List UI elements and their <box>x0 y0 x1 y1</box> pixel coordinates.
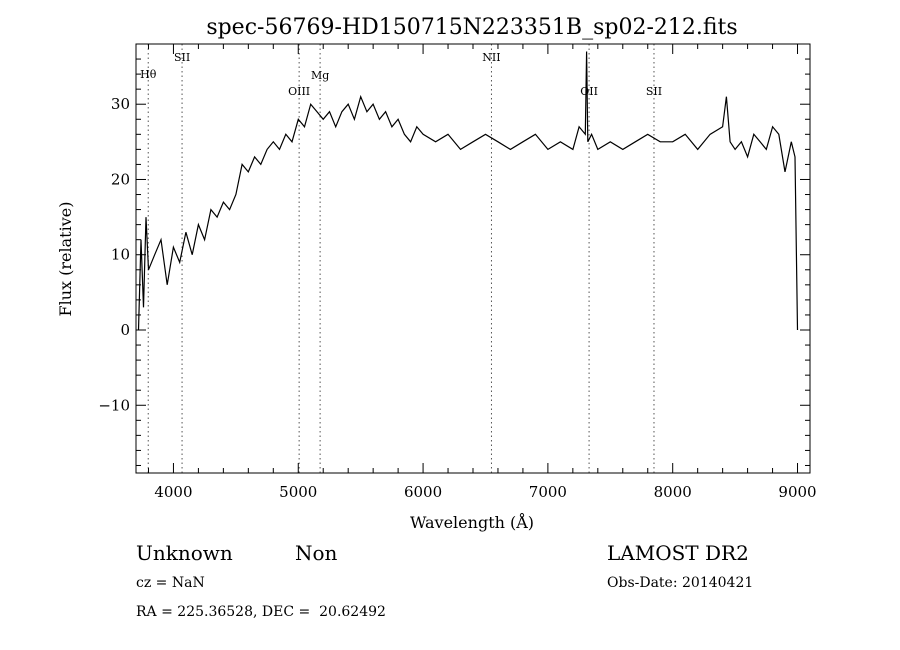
spectrum-line <box>137 51 799 331</box>
line-marker-label: NII <box>482 51 500 64</box>
y-axis-label: Flux (relative) <box>56 202 75 317</box>
cz-value: cz = NaN <box>136 575 205 591</box>
line-marker-label: SII <box>646 85 662 98</box>
x-tick-label: 4000 <box>154 483 192 501</box>
line-marker-label: Hθ <box>140 68 157 81</box>
y-axis-ticks: −10 0 10 20 30 <box>98 58 810 466</box>
line-marker-label: SII <box>174 51 190 64</box>
line-marker-label: Mg <box>311 69 329 82</box>
plot-frame <box>135 43 811 474</box>
x-tick-label: 9000 <box>778 483 816 501</box>
survey-label: LAMOST DR2 <box>607 541 749 565</box>
line-marker-label: OIII <box>288 85 310 98</box>
line-marker-label: OII <box>580 85 598 98</box>
obs-date: Obs-Date: 20140421 <box>607 575 754 591</box>
y-tick-label: −10 <box>98 396 130 414</box>
coordinates: RA = 225.36528, DEC = 20.62492 <box>136 604 386 620</box>
y-tick-label: 30 <box>111 95 130 113</box>
class-label: Unknown <box>136 541 233 565</box>
x-axis-label: Wavelength (Å) <box>410 512 534 532</box>
chart-title: spec-56769-HD150715N223351B_sp02-212.fit… <box>206 15 737 40</box>
x-tick-label: 8000 <box>654 483 692 501</box>
x-tick-label: 5000 <box>279 483 317 501</box>
y-tick-label: 0 <box>120 321 130 339</box>
x-tick-label: 6000 <box>404 483 442 501</box>
x-tick-label: 7000 <box>529 483 567 501</box>
subclass-label: Non <box>295 541 338 565</box>
y-tick-label: 20 <box>111 170 130 188</box>
x-axis-ticks: 4000 5000 6000 7000 8000 9000 <box>147 44 817 501</box>
y-tick-label: 10 <box>111 246 130 264</box>
